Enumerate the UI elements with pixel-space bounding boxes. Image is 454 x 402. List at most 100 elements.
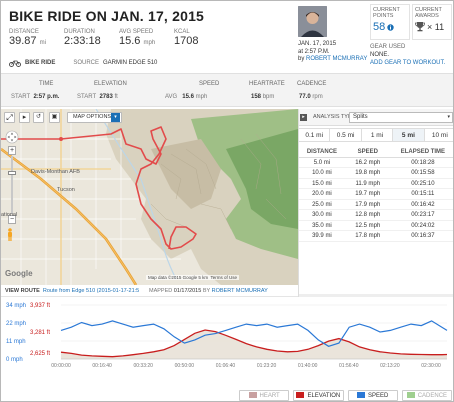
table-cell: 00:16:42 [411, 201, 435, 208]
table-row[interactable]: 35.0 mi 12.5 mph 00:24:02 [299, 221, 453, 231]
table-row[interactable]: 5.0 mi 16.2 mph 00:18:28 [299, 158, 453, 168]
add-gear-link[interactable]: ADD GEAR TO WORKOUT. [370, 60, 446, 66]
mapper-link[interactable]: ROBERT MCMURRAY [211, 288, 268, 294]
camera-button[interactable]: ▣ [49, 112, 60, 123]
source-value: GARMIN EDGE 510 [103, 59, 158, 66]
table-row[interactable]: 20.0 mi 19.7 mph 00:15:11 [299, 189, 453, 200]
table-cell: 17.8 mph [355, 233, 381, 239]
x-tick-label: 01:40:00 [298, 363, 318, 369]
stat-duration: DURATION 2:33:18 [64, 29, 101, 47]
x-tick-label: 02:13:20 [380, 363, 400, 369]
table-cell: 00:18:28 [411, 159, 435, 166]
table-cell: 39.9 mi [312, 233, 332, 239]
tab-split[interactable]: 0.1 mi [299, 129, 331, 141]
pan-control[interactable] [5, 130, 19, 144]
fullscreen-button[interactable]: ⤢ [4, 112, 15, 123]
zoom-in-button[interactable]: + [8, 146, 16, 155]
table-row[interactable]: 30.0 mi 12.8 mph 00:23:17 [299, 210, 453, 221]
user-name-link[interactable]: ROBERT MCMURRAY [306, 56, 368, 62]
map-canvas[interactable] [1, 109, 298, 285]
zoom-out-button[interactable]: − [8, 215, 16, 224]
trophy-icon [415, 22, 425, 32]
table-row[interactable]: 15.0 mi 11.9 mph 00:25:10 [299, 179, 453, 189]
map-place-label: ational [1, 212, 18, 218]
x-tick-label: 00:16:40 [92, 363, 112, 369]
chevron-down-icon: ▾ [447, 114, 450, 120]
points-value[interactable]: 58 [373, 21, 386, 33]
table-cell: 00:25:10 [411, 180, 435, 187]
legend-label: ELEVATION [307, 393, 341, 399]
table-row[interactable]: 25.0 mi 17.9 mph 00:16:42 [299, 200, 453, 210]
table-cell: 00:15:11 [411, 191, 435, 197]
speed-series-line [60, 320, 448, 347]
gear-box: GEAR USED NONE. ADD GEAR TO WORKOUT. [370, 43, 452, 67]
collapse-panel-button[interactable]: ▸ [300, 114, 307, 121]
stat-kcal: KCAL 1708 [174, 29, 199, 47]
table-cell: 20.0 mi [312, 191, 332, 197]
x-tick-label: 01:23:20 [257, 363, 277, 369]
table-cell: 10.0 mi [312, 170, 332, 176]
start-time: 2:57 p.m. [33, 94, 60, 100]
avatar[interactable] [298, 6, 327, 37]
elevation-area [61, 330, 447, 359]
replay-button[interactable]: ↺ [33, 112, 44, 123]
legend-toggle-elevation[interactable]: ELEVATION [293, 390, 344, 401]
stat-distance: DISTANCE 39.87 mi [9, 29, 46, 47]
legend-label: HEART RATE [259, 393, 280, 399]
y-tick-label-speed: 0 mph [6, 357, 23, 363]
y-tick-label-elevation: 3,937 ft [30, 303, 50, 309]
route-map[interactable]: ⤢ ▸ ↺ ▣ MAP OPTIONS ▾ + − Davis-Monthan A… [1, 109, 298, 285]
awards-value[interactable]: × 11 [427, 21, 445, 32]
x-tick-label: 01:56:40 [339, 363, 359, 369]
table-cell: 00:23:17 [411, 212, 435, 218]
terms-link[interactable]: Terms of Use [210, 275, 238, 280]
table-header: DISTANCE SPEED ELAPSED TIME [299, 147, 453, 158]
summary-strip: TIME ELEVATION SPEED HEARTRATE CADENCE S… [1, 73, 453, 107]
zoom-slider[interactable] [11, 156, 13, 214]
legend-toggle-speed[interactable]: SPEED [347, 390, 398, 401]
table-row[interactable]: 10.0 mi 19.8 mph 00:15:58 [299, 168, 453, 179]
start-elevation: 2783 [99, 94, 113, 100]
legend-label: SPEED [367, 393, 389, 399]
analysis-panel: ▸ ANALYSIS TYPE: Splits ▾ 0.1 mi 0.5 mi 1… [298, 109, 453, 297]
table-cell: 19.7 mph [355, 191, 381, 197]
y-tick-label-speed: 22 mph [6, 321, 26, 327]
activity-type: BIKE RIDE [25, 59, 56, 66]
x-tick-label: 02:30:00 [421, 363, 441, 369]
chevron-down-icon: ▾ [111, 113, 120, 122]
legend-toggle-cadence[interactable]: CADENCE [401, 390, 452, 401]
tab-split[interactable]: 1 mi [362, 129, 394, 141]
table-cell: 00:16:37 [411, 233, 435, 239]
legend-toggle-heart-rate[interactable]: HEART RATE [239, 390, 290, 401]
chart-canvas[interactable]: 34 mph 22 mph 11 mph 0 mph 3,937 ft 3,281 ft 2… [1, 299, 454, 381]
y-tick-label-elevation: 2,625 ft [30, 351, 50, 357]
user-info: JAN. 17, 2015 at 2:57 P.M. by ROBERT MCM… [298, 41, 368, 62]
x-tick-label: 00:33:20 [133, 363, 153, 369]
stat-avg-speed: AVG SPEED 15.6 mph [119, 29, 156, 47]
playback-button[interactable]: ▸ [19, 112, 30, 123]
street-view-pegman-icon[interactable] [6, 228, 14, 242]
table-row[interactable]: 39.9 mi 17.8 mph 00:16:37 [299, 231, 453, 242]
table-cell: 25.0 mi [312, 201, 332, 208]
avg-speed: 15.6 [182, 94, 194, 100]
avg-heartrate: 158 [251, 94, 262, 100]
route-link[interactable]: Route from Edge 510 (2015-01-17-21:5 [42, 288, 140, 294]
zoom-slider-thumb[interactable] [8, 171, 16, 175]
legend-label: CADENCE [417, 393, 448, 399]
source-label: SOURCE [73, 59, 100, 66]
legend-swatch [356, 392, 365, 398]
tab-split[interactable]: 10 mi [431, 132, 448, 139]
map-options-dropdown[interactable]: MAP OPTIONS ▾ [67, 112, 122, 123]
tab-split[interactable]: 0.5 mi [330, 129, 362, 141]
y-tick-label-elevation: 3,281 ft [30, 330, 50, 336]
scrollbar[interactable] [299, 294, 453, 297]
awards-box: CURRENT AWARDS × 11 [412, 4, 452, 40]
tab-split[interactable]: 5 mi [393, 129, 425, 141]
info-icon[interactable] [387, 23, 394, 31]
workout-chart[interactable]: 34 mph 22 mph 11 mph 0 mph 3,937 ft 3,281 ft 2… [1, 299, 454, 381]
table-cell: 19.8 mph [355, 170, 381, 176]
legend-swatch [406, 392, 415, 398]
splits-table: DISTANCE SPEED ELAPSED TIME 5.0 mi 16.2 m… [299, 147, 453, 242]
analysis-type-select[interactable]: Splits ▾ [349, 112, 453, 123]
